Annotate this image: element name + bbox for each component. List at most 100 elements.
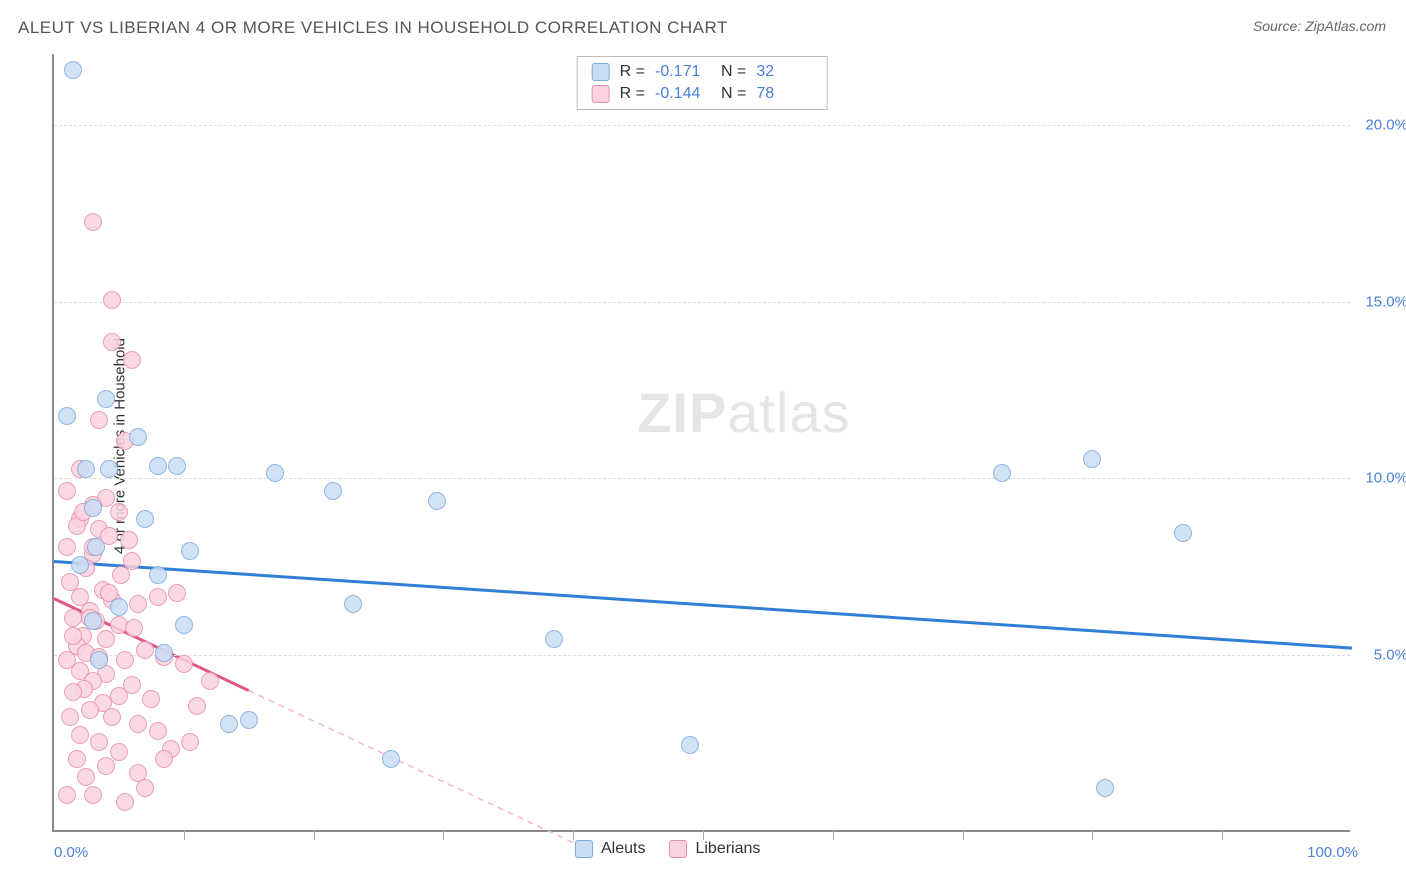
gridline	[54, 478, 1350, 479]
data-point	[120, 531, 138, 549]
stat-swatch	[592, 85, 610, 103]
data-point	[110, 687, 128, 705]
data-point	[240, 711, 258, 729]
y-tick-label: 15.0%	[1365, 293, 1406, 310]
stat-row: R =-0.171N =32	[578, 61, 827, 83]
data-point	[136, 641, 154, 659]
data-point	[61, 708, 79, 726]
chart-container: ALEUT VS LIBERIAN 4 OR MORE VEHICLES IN …	[0, 0, 1406, 892]
gridline	[54, 125, 1350, 126]
stat-swatch	[592, 63, 610, 81]
data-point	[181, 733, 199, 751]
data-point	[188, 697, 206, 715]
data-point	[87, 538, 105, 556]
x-tick	[314, 830, 315, 840]
data-point	[64, 627, 82, 645]
legend-label: Aleuts	[601, 840, 645, 858]
legend: Aleuts Liberians	[575, 840, 760, 858]
legend-item: Liberians	[669, 840, 760, 858]
legend-item: Aleuts	[575, 840, 645, 858]
data-point	[125, 619, 143, 637]
trendline	[249, 691, 574, 843]
chart-title: ALEUT VS LIBERIAN 4 OR MORE VEHICLES IN …	[18, 18, 728, 38]
data-point	[155, 750, 173, 768]
data-point	[103, 708, 121, 726]
stat-n-label: N =	[721, 63, 746, 81]
data-point	[428, 492, 446, 510]
data-point	[68, 750, 86, 768]
data-point	[64, 683, 82, 701]
data-point	[681, 736, 699, 754]
x-tick	[443, 830, 444, 840]
data-point	[58, 482, 76, 500]
data-point	[71, 556, 89, 574]
x-tick	[184, 830, 185, 840]
data-point	[112, 566, 130, 584]
data-point	[1174, 524, 1192, 542]
data-point	[149, 566, 167, 584]
y-tick-label: 20.0%	[1365, 116, 1406, 133]
y-tick-label: 10.0%	[1365, 470, 1406, 487]
data-point	[64, 61, 82, 79]
gridline	[54, 655, 1350, 656]
data-point	[149, 457, 167, 475]
data-point	[81, 701, 99, 719]
data-point	[344, 595, 362, 613]
data-point	[77, 768, 95, 786]
data-point	[149, 588, 167, 606]
data-point	[181, 542, 199, 560]
data-point	[266, 464, 284, 482]
data-point	[168, 584, 186, 602]
data-point	[220, 715, 238, 733]
x-tick	[1222, 830, 1223, 840]
correlation-stat-box: R =-0.171N =32R =-0.144N =78	[577, 56, 828, 110]
data-point	[58, 538, 76, 556]
stat-row: R =-0.144N =78	[578, 83, 827, 105]
plot-area: ZIPatlas R =-0.171N =32R =-0.144N =78 5.…	[52, 54, 1350, 832]
data-point	[168, 457, 186, 475]
data-point	[103, 333, 121, 351]
data-point	[90, 411, 108, 429]
legend-swatch	[669, 840, 687, 858]
x-tick	[833, 830, 834, 840]
data-point	[1083, 450, 1101, 468]
data-point	[97, 390, 115, 408]
data-point	[129, 428, 147, 446]
data-point	[136, 510, 154, 528]
data-point	[116, 793, 134, 811]
x-tick	[573, 830, 574, 840]
data-point	[123, 351, 141, 369]
watermark-bold: ZIP	[637, 381, 727, 444]
watermark-rest: atlas	[727, 381, 850, 444]
data-point	[993, 464, 1011, 482]
data-point	[136, 779, 154, 797]
trendline	[54, 561, 1352, 648]
data-point	[90, 733, 108, 751]
x-tick	[1092, 830, 1093, 840]
data-point	[90, 651, 108, 669]
data-point	[129, 595, 147, 613]
x-tick	[963, 830, 964, 840]
data-point	[175, 616, 193, 634]
stat-n-value: 32	[756, 63, 812, 81]
data-point	[77, 460, 95, 478]
gridline	[54, 302, 1350, 303]
data-point	[84, 786, 102, 804]
stat-r-label: R =	[620, 85, 645, 103]
data-point	[324, 482, 342, 500]
data-point	[97, 757, 115, 775]
stat-r-label: R =	[620, 63, 645, 81]
data-point	[175, 655, 193, 673]
data-point	[58, 407, 76, 425]
data-point	[71, 726, 89, 744]
stat-n-label: N =	[721, 85, 746, 103]
data-point	[155, 644, 173, 662]
x-tick	[703, 830, 704, 840]
data-point	[201, 672, 219, 690]
data-point	[97, 630, 115, 648]
data-point	[142, 690, 160, 708]
data-point	[110, 598, 128, 616]
x-tick-label: 100.0%	[1307, 844, 1358, 861]
data-point	[103, 291, 121, 309]
data-point	[84, 612, 102, 630]
